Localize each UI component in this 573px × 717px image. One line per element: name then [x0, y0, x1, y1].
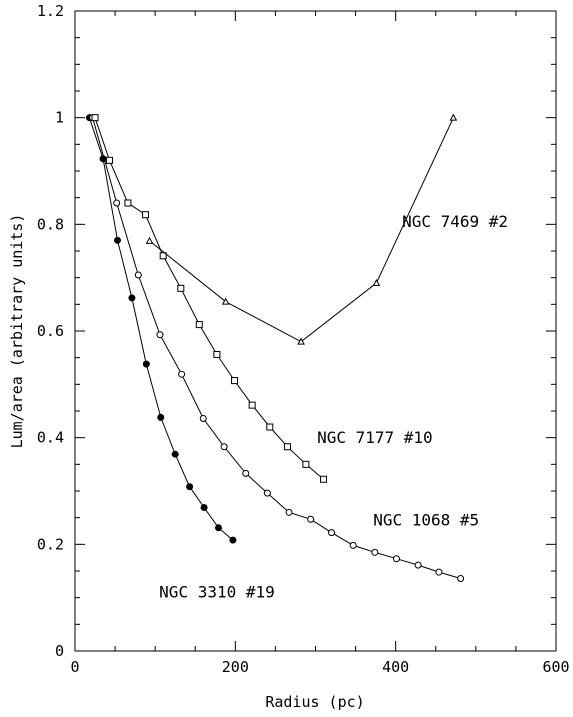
- data-point: [128, 294, 136, 302]
- data-point: [266, 423, 274, 431]
- series-0: [85, 114, 237, 544]
- data-point: [457, 574, 465, 582]
- data-point: [91, 114, 99, 122]
- data-point: [435, 568, 443, 576]
- data-point: [392, 555, 400, 563]
- series-line: [92, 117, 461, 579]
- y-tick-label: 1.2: [37, 2, 64, 20]
- data-point: [186, 483, 194, 491]
- series-label: NGC 3310 #19: [159, 583, 275, 602]
- y-axis-title: Lum/area (arbitrary units): [8, 214, 26, 449]
- data-point: [229, 536, 237, 544]
- y-tick-label: 0.6: [37, 322, 64, 340]
- y-tick-label: 0.4: [37, 429, 64, 447]
- series-label: NGC 7469 #2: [402, 212, 508, 231]
- data-point: [231, 377, 239, 385]
- series-1: [89, 114, 465, 582]
- data-point: [171, 450, 179, 458]
- data-point: [200, 504, 208, 512]
- data-point: [145, 236, 154, 244]
- data-point: [195, 321, 203, 329]
- x-tick-label: 0: [70, 658, 79, 676]
- data-point: [297, 337, 305, 345]
- data-point: [328, 529, 336, 537]
- data-point: [307, 515, 315, 523]
- series-label: NGC 7177 #10: [317, 428, 433, 447]
- data-point: [248, 401, 256, 409]
- data-point: [214, 524, 222, 532]
- data-point: [221, 297, 230, 305]
- x-tick-label: 200: [222, 658, 249, 676]
- data-point: [124, 199, 132, 207]
- data-point: [371, 548, 379, 556]
- data-point: [105, 156, 113, 164]
- data-point: [285, 508, 293, 516]
- y-tick-label: 0.8: [37, 215, 64, 233]
- data-point: [157, 413, 165, 421]
- axis-tick-labels: 0 200 400 600 0 0.2 0.4 0.6 0.8 1 1.2: [37, 2, 570, 676]
- data-point: [199, 414, 207, 422]
- data-point: [142, 360, 150, 368]
- data-point: [349, 541, 357, 549]
- data-point: [220, 443, 228, 451]
- y-tick-label: 0.2: [37, 535, 64, 553]
- data-point: [320, 475, 328, 483]
- data-point: [159, 252, 167, 260]
- data-point: [177, 284, 185, 292]
- data-point: [113, 236, 121, 244]
- series-2: [91, 114, 328, 483]
- data-point: [302, 460, 310, 468]
- data-point: [178, 370, 186, 378]
- data-point: [263, 489, 271, 497]
- x-tick-label: 600: [542, 658, 569, 676]
- x-axis-title: Radius (pc): [265, 693, 364, 711]
- series-layer: [85, 113, 465, 582]
- data-point: [414, 561, 422, 569]
- data-point: [449, 113, 458, 121]
- data-point: [372, 278, 381, 286]
- data-point: [213, 350, 221, 358]
- data-point: [242, 469, 250, 477]
- data-point: [134, 271, 142, 279]
- data-point: [156, 331, 164, 339]
- series-labels: NGC 7469 #2 NGC 7177 #10 NGC 1068 #5 NGC 33…: [159, 212, 508, 602]
- series-label: NGC 1068 #5: [373, 511, 479, 530]
- y-tick-label: 1: [55, 109, 64, 127]
- data-point: [283, 443, 291, 451]
- y-tick-label: 0: [55, 642, 64, 660]
- data-point: [113, 199, 121, 207]
- axis-ticks: [74, 10, 557, 652]
- x-tick-label: 400: [382, 658, 409, 676]
- series-3: [145, 113, 458, 345]
- data-point: [142, 211, 150, 219]
